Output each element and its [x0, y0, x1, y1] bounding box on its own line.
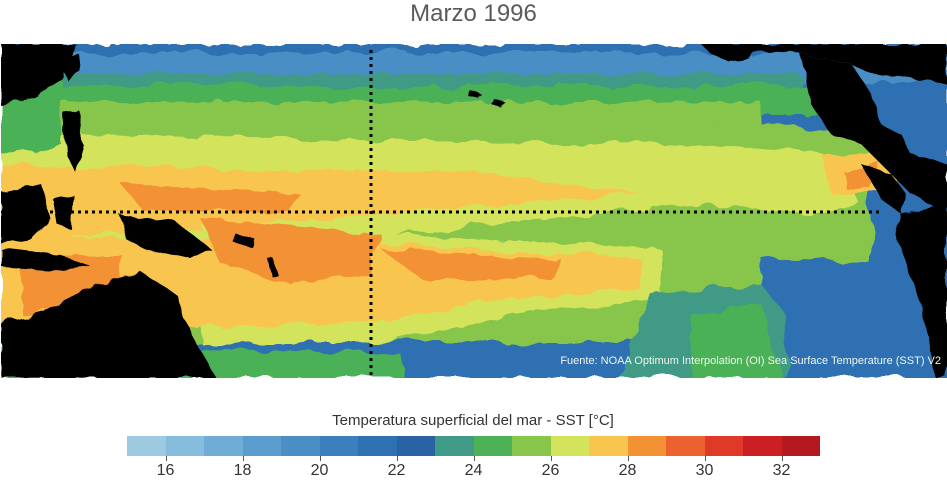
- colorbar-segment: [358, 436, 397, 456]
- colorbar-tick-mark: [396, 456, 398, 461]
- colorbar-segment: [589, 436, 628, 456]
- colorbar-tick-label: 18: [233, 462, 252, 479]
- land-central-america: [861, 164, 906, 214]
- colorbar-segment: [550, 436, 589, 456]
- land-south-america: [896, 204, 947, 378]
- land-sulawesi: [53, 194, 73, 229]
- colorbar-tick-label: 28: [618, 462, 637, 479]
- land-hawaii: [469, 92, 481, 99]
- colorbar-segment: [781, 436, 820, 456]
- land: [1, 44, 947, 378]
- land-mexico: [801, 54, 947, 214]
- colorbar-tick-label: 26: [541, 462, 560, 479]
- land-philippines: [63, 110, 83, 172]
- land-japan: [61, 54, 81, 80]
- colorbar-segment: [396, 436, 435, 456]
- colorbar-segment: [435, 436, 474, 456]
- colorbar-segment: [281, 436, 320, 456]
- land-borneo: [1, 184, 51, 244]
- colorbar-tick-mark: [704, 456, 706, 461]
- colorbar-ticks: 16 18 20 22 24 26 28 30 32: [127, 456, 820, 480]
- land-australia: [1, 272, 216, 378]
- colorbar-segment: [704, 436, 743, 456]
- sst-map-canvas: [1, 44, 947, 378]
- colorbar-segment: [165, 436, 204, 456]
- colorbar-tick-label: 32: [772, 462, 791, 479]
- map-title: Marzo 1996: [410, 0, 537, 27]
- colorbar-segment: [512, 436, 551, 456]
- colorbar-segment: [627, 436, 666, 456]
- colorbar-tick-mark: [627, 456, 629, 461]
- colorbar-tick-mark: [781, 456, 783, 461]
- colorbar-tick-mark: [319, 456, 321, 461]
- sst-map: Fuente: NOAA Optimum Interpolation (OI) …: [1, 44, 947, 378]
- land-north-america: [701, 44, 947, 84]
- colorbar-tick-mark: [165, 456, 167, 461]
- colorbar-tick-label: 16: [156, 462, 175, 479]
- land-vanuatu: [267, 256, 277, 276]
- colorbar-tick-mark: [242, 456, 244, 461]
- colorbar-segment: [666, 436, 705, 456]
- colorbar-segment: [743, 436, 782, 456]
- colorbar-tick-label: 20: [310, 462, 329, 479]
- colorbar-tick-label: 22: [387, 462, 406, 479]
- source-credit: Fuente: NOAA Optimum Interpolation (OI) …: [560, 355, 941, 367]
- land-asia: [1, 44, 76, 106]
- colorbar-tick-label: 30: [695, 462, 714, 479]
- colorbar: [127, 436, 820, 456]
- land-solomons: [233, 234, 256, 248]
- colorbar-tick-mark: [550, 456, 552, 461]
- land-hawaii-big: [491, 98, 503, 108]
- colorbar-segment: [127, 436, 166, 456]
- colorbar-segment: [473, 436, 512, 456]
- colorbar-tick-mark: [473, 456, 475, 461]
- colorbar-tick-label: 24: [464, 462, 483, 479]
- colorbar-segment: [242, 436, 281, 456]
- land-indonesia-south: [1, 249, 91, 270]
- colorbar-segment: [319, 436, 358, 456]
- legend-title: Temperatura superficial del mar - SST [°…: [332, 412, 614, 429]
- colorbar-segment: [204, 436, 243, 456]
- land-new-guinea: [121, 216, 211, 259]
